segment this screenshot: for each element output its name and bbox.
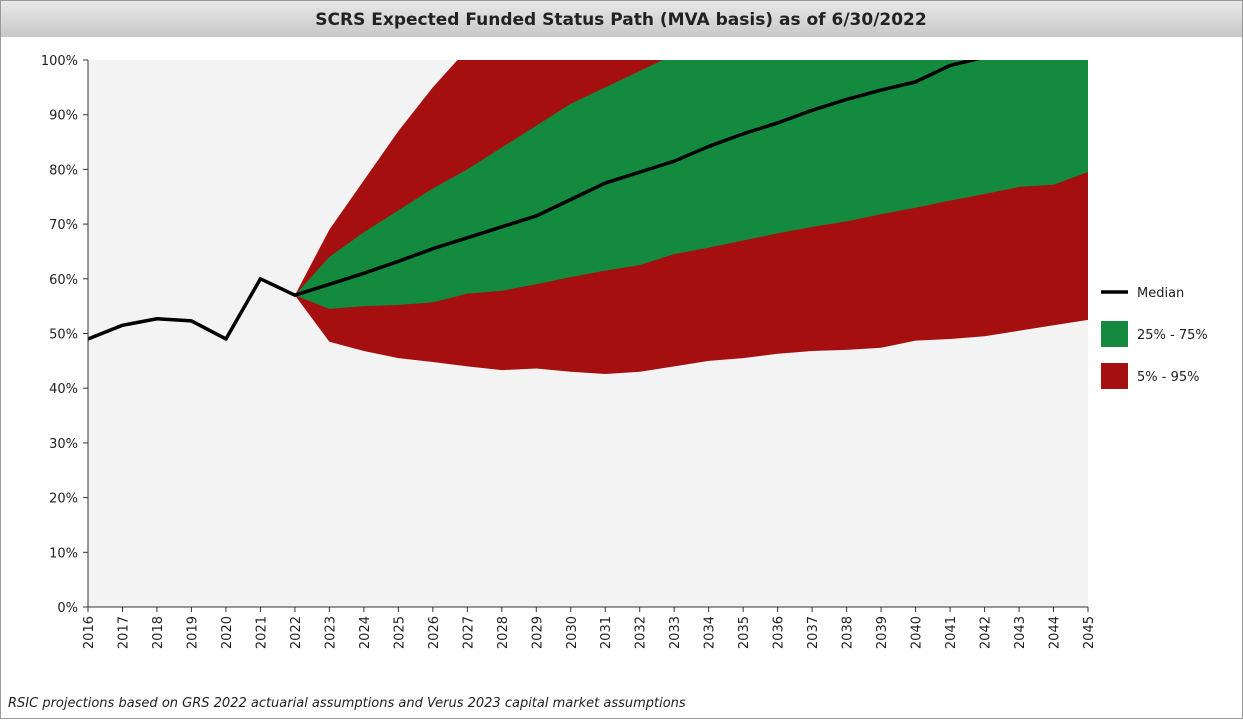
band xyxy=(294,60,1088,309)
median-line xyxy=(88,60,981,341)
y-tick-label: 0% xyxy=(57,601,78,616)
legend-swatch xyxy=(1101,363,1128,389)
y-tick-label: 90% xyxy=(49,109,78,124)
x-tick-label: 2017 xyxy=(116,616,131,649)
legend-label: 5% - 95% xyxy=(1137,370,1199,385)
x-tick-label: 2020 xyxy=(220,616,235,649)
x-tick-label: 2037 xyxy=(806,616,821,649)
x-tick-label: 2019 xyxy=(185,616,200,649)
x-tick-label: 2032 xyxy=(634,616,649,649)
y-tick-label: 10% xyxy=(49,546,78,561)
x-tick-label: 2044 xyxy=(1048,616,1063,649)
x-tick-label: 2022 xyxy=(289,616,304,649)
x-tick-label: 2030 xyxy=(565,616,580,649)
y-tick-label: 100% xyxy=(41,54,78,69)
x-tick-label: 2021 xyxy=(254,616,269,649)
y-tick-label: 30% xyxy=(49,437,78,452)
y-tick-label: 20% xyxy=(49,492,78,507)
x-tick-label: 2016 xyxy=(82,616,97,649)
x-tick-label: 2018 xyxy=(151,616,166,649)
footnote: RSIC projections based on GRS 2022 actua… xyxy=(8,696,686,711)
x-tick-label: 2038 xyxy=(841,616,856,649)
x-tick-label: 2039 xyxy=(875,616,890,649)
legend-label: 25% - 75% xyxy=(1137,328,1208,343)
x-tick-label: 2042 xyxy=(979,616,994,649)
x-tick-label: 2027 xyxy=(461,616,476,649)
x-tick-label: 2028 xyxy=(496,616,511,649)
title-bar xyxy=(1,1,1242,37)
x-tick-label: 2029 xyxy=(530,616,545,649)
x-tick-label: 2041 xyxy=(944,616,959,649)
y-tick-label: 50% xyxy=(49,328,78,343)
y-tick-label: 60% xyxy=(49,273,78,288)
x-tick-label: 2025 xyxy=(392,616,407,649)
x-tick-label: 2023 xyxy=(323,616,338,649)
x-tick-label: 2036 xyxy=(772,616,787,649)
y-tick-label: 80% xyxy=(49,163,78,178)
x-tick-label: 2043 xyxy=(1013,616,1028,649)
x-tick-label: 2040 xyxy=(910,616,925,649)
legend-swatch xyxy=(1101,321,1128,347)
x-tick-label: 2026 xyxy=(427,616,442,649)
plot-layer xyxy=(88,60,1088,374)
x-tick-label: 2024 xyxy=(358,616,373,649)
x-tick-label: 2031 xyxy=(599,616,614,649)
y-tick-label: 40% xyxy=(49,382,78,397)
legend-label: Median xyxy=(1137,286,1184,301)
chart-title: SCRS Expected Funded Status Path (MVA ba… xyxy=(315,10,926,30)
x-tick-label: 2034 xyxy=(703,616,718,649)
y-tick-label: 70% xyxy=(49,218,78,233)
x-tick-label: 2035 xyxy=(737,616,752,649)
x-tick-label: 2045 xyxy=(1082,616,1097,649)
x-tick-label: 2033 xyxy=(668,616,683,649)
